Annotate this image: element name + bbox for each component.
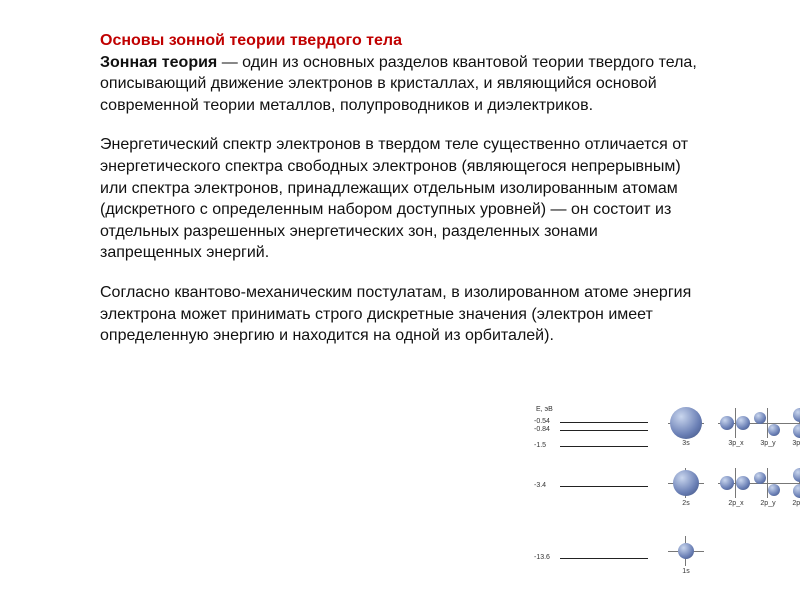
orbital-label: 3s — [662, 440, 710, 447]
paragraph-3: Согласно квантово-механическим постулата… — [100, 282, 700, 347]
orbital-cell: 1s — [662, 536, 710, 575]
energy-level-line: -13.6 — [560, 558, 648, 559]
slide-body: Основы зонной теории твердого тела Зонна… — [0, 0, 800, 347]
term: Зонная теория — [100, 54, 217, 71]
orbital-label: 2s — [662, 500, 710, 507]
orbital-label: 3p_z — [776, 440, 800, 447]
energy-level-label: -3.4 — [534, 482, 546, 489]
slide-title: Основы зонной теории твердого тела — [100, 32, 402, 49]
orbital-shape — [666, 468, 706, 498]
orbital-label: 1s — [662, 568, 710, 575]
orbital-label: 2p_z — [776, 500, 800, 507]
energy-levels: -0.54 -0.84 -1.5 -3.4 -13.6 — [560, 408, 650, 578]
orbital-cell: 3p_z — [776, 408, 800, 447]
energy-level-label: -13.6 — [534, 554, 550, 561]
energy-level-line: -1.5 — [560, 446, 648, 447]
energy-level-line: -3.4 — [560, 486, 648, 487]
orbital-shape — [666, 408, 706, 438]
ev-axis-header: E, эВ — [536, 406, 553, 413]
orbital-cell: 3s — [662, 408, 710, 447]
energy-level-label: -0.84 — [534, 426, 550, 433]
orbital-cell: 2s — [662, 468, 710, 507]
orbital-figure: E, эВ -0.54-0.84-1.5-3.4-13.6 3s3p_x3p_y… — [482, 408, 777, 578]
energy-level-label: -0.54 — [534, 418, 550, 425]
orbital-shape — [666, 536, 706, 566]
orbital-cell: 2p_z — [776, 468, 800, 507]
energy-level-line: -0.54 — [560, 422, 648, 423]
orbital-shape — [780, 408, 800, 438]
orbital-shape — [780, 468, 800, 498]
energy-level-line: -0.84 — [560, 430, 648, 431]
energy-level-label: -1.5 — [534, 442, 546, 449]
paragraph-2: Энергетический спектр электронов в тверд… — [100, 134, 700, 264]
paragraph-1: Основы зонной теории твердого тела Зонна… — [100, 30, 700, 116]
